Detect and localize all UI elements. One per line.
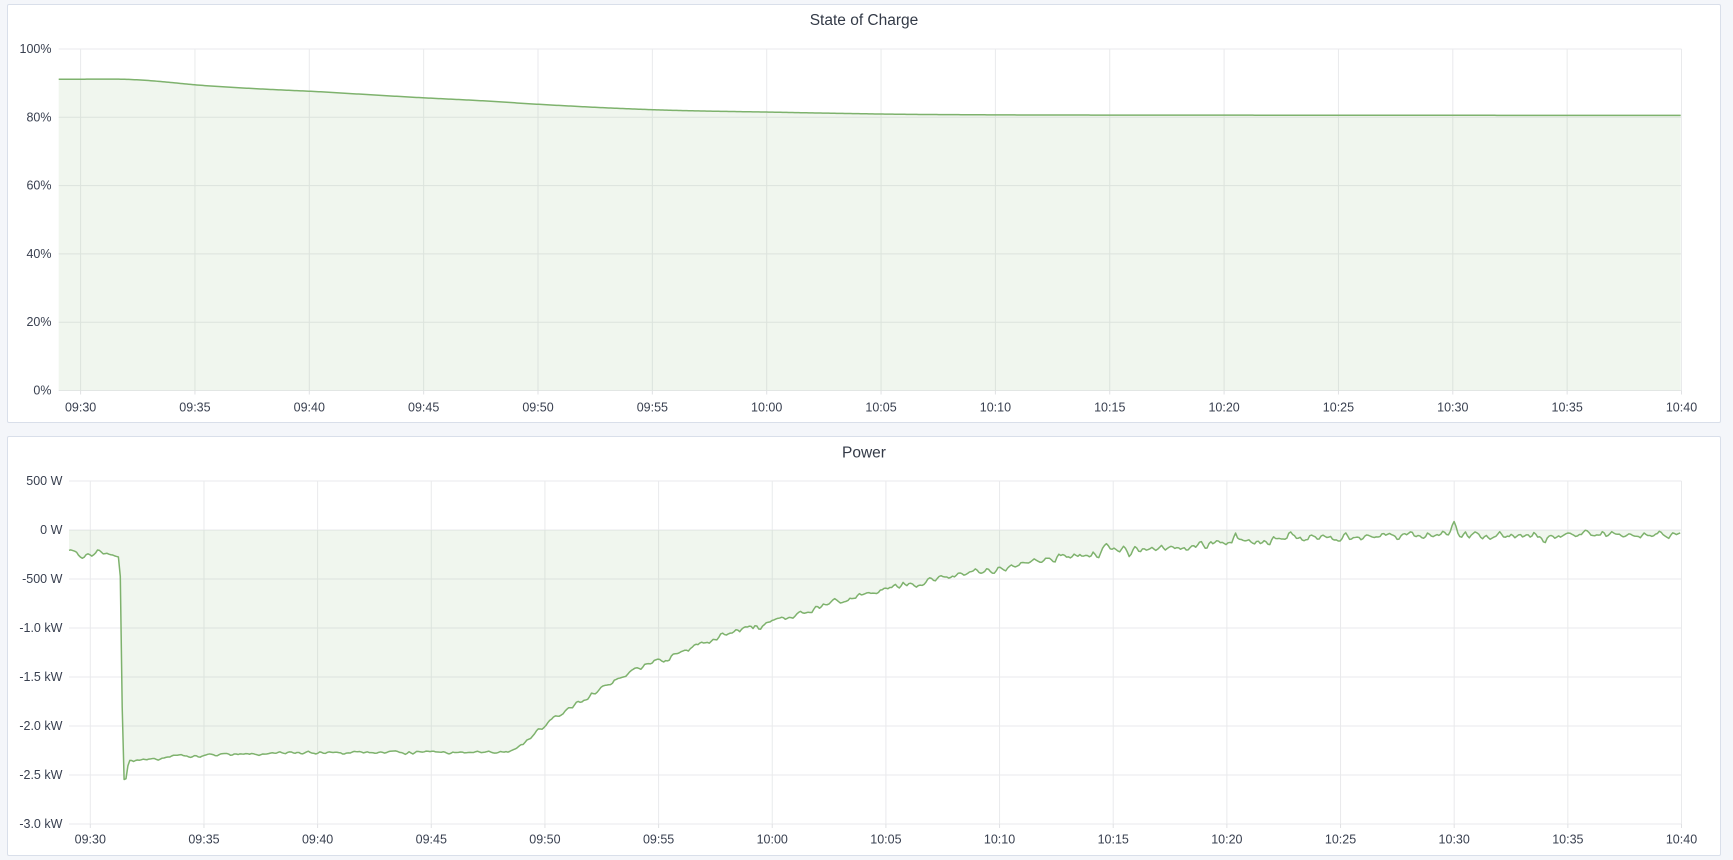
svg-text:10:20: 10:20 [1211,833,1242,847]
svg-text:10:15: 10:15 [1098,833,1129,847]
svg-text:09:30: 09:30 [65,401,96,415]
svg-text:09:30: 09:30 [75,833,106,847]
svg-text:10:40: 10:40 [1666,833,1697,847]
svg-text:09:40: 09:40 [294,401,325,415]
svg-text:10:05: 10:05 [870,833,901,847]
svg-text:10:25: 10:25 [1325,833,1356,847]
svg-text:80%: 80% [26,110,51,124]
svg-text:Power: Power [842,444,886,461]
svg-text:10:10: 10:10 [980,401,1011,415]
svg-text:10:30: 10:30 [1437,401,1468,415]
svg-text:-3.0 kW: -3.0 kW [19,817,62,831]
svg-text:-500 W: -500 W [22,572,62,586]
svg-text:60%: 60% [26,179,51,193]
svg-text:09:35: 09:35 [179,401,210,415]
svg-text:500 W: 500 W [26,474,62,488]
svg-text:-1.0 kW: -1.0 kW [19,621,62,635]
svg-text:-2.5 kW: -2.5 kW [19,768,62,782]
svg-text:10:05: 10:05 [865,401,896,415]
svg-text:100%: 100% [20,42,52,56]
svg-text:10:10: 10:10 [984,833,1015,847]
svg-text:10:20: 10:20 [1208,401,1239,415]
svg-text:20%: 20% [26,315,51,329]
svg-text:09:45: 09:45 [408,401,439,415]
svg-text:10:00: 10:00 [757,833,788,847]
svg-text:10:25: 10:25 [1323,401,1354,415]
svg-text:09:50: 09:50 [529,833,560,847]
svg-text:40%: 40% [26,247,51,261]
svg-text:09:40: 09:40 [302,833,333,847]
svg-text:10:30: 10:30 [1439,833,1470,847]
svg-text:State of Charge: State of Charge [810,12,919,29]
svg-text:10:00: 10:00 [751,401,782,415]
svg-text:10:35: 10:35 [1552,833,1583,847]
svg-text:-1.5 kW: -1.5 kW [19,670,62,684]
svg-text:09:45: 09:45 [416,833,447,847]
svg-text:09:35: 09:35 [188,833,219,847]
svg-text:09:55: 09:55 [643,833,674,847]
svg-text:0 W: 0 W [40,523,62,537]
svg-text:09:50: 09:50 [522,401,553,415]
svg-text:09:55: 09:55 [637,401,668,415]
svg-text:-2.0 kW: -2.0 kW [19,719,62,733]
svg-text:10:40: 10:40 [1666,401,1697,415]
svg-text:10:35: 10:35 [1552,401,1583,415]
svg-text:10:15: 10:15 [1094,401,1125,415]
svg-text:0%: 0% [33,384,51,398]
